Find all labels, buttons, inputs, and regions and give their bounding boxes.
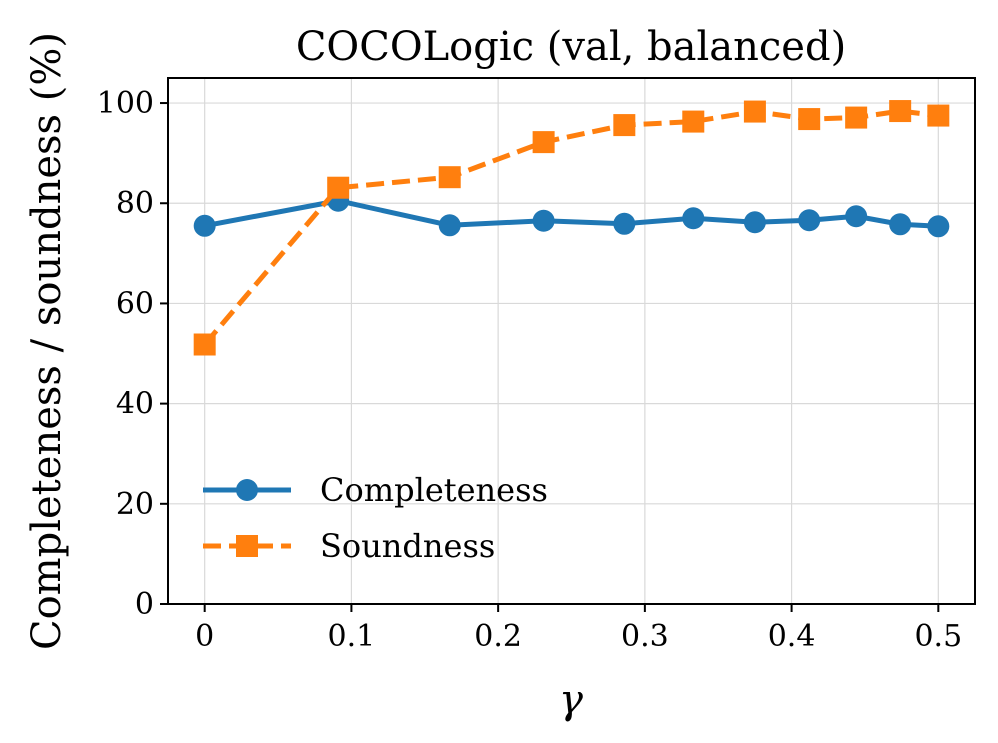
soundness-point [532,131,555,154]
x-tick-label: 0.3 [621,619,669,654]
legend-label-completeness: Completeness [320,471,548,509]
completeness-point [682,207,705,230]
grid [168,78,975,605]
completeness-point [845,205,868,228]
x-axis-label: γ [559,677,583,723]
x-tick-label: 0 [195,619,214,654]
soundness-line [202,108,939,347]
chart-title: COCOLogic (val, balanced) [296,24,846,70]
soundness-point [613,114,636,137]
series-completeness [193,189,950,238]
legend-marker-completeness [236,479,258,501]
legend-marker-soundness [236,535,258,557]
y-tick-label: 0 [135,587,154,622]
legend-label-soundness: Soundness [320,527,495,565]
axis-ticks: 0 0.1 0.2 0.3 0.4 0.5 0 20 40 60 80 100 [97,86,962,654]
soundness-point [798,108,821,131]
completeness-point [613,212,636,235]
completeness-point [927,215,950,238]
y-tick-label: 80 [116,186,154,221]
legend: Completeness Soundness [203,471,548,565]
plot-frame [167,77,976,605]
soundness-point [682,110,705,133]
completeness-point [532,209,555,232]
x-tick-label: 0.4 [768,619,816,654]
soundness-point [927,104,950,127]
x-tick-label: 0.2 [474,619,522,654]
y-tick-label: 60 [116,286,154,321]
y-tick-label: 40 [116,387,154,422]
soundness-point [889,100,912,123]
series-soundness [193,100,950,356]
legend-item-soundness: Soundness [203,527,495,565]
completeness-point [798,209,821,232]
completeness-point [193,214,216,237]
series-layer [193,100,950,356]
completeness-point [743,211,766,234]
legend-item-completeness: Completeness [203,471,548,509]
y-tick-label: 20 [116,487,154,522]
completeness-point [438,214,461,237]
x-tick-label: 0.1 [328,619,376,654]
soundness-point [327,176,350,199]
soundness-point [438,166,461,189]
y-axis-label: Completeness / soundness (%) [24,32,70,650]
completeness-point [889,213,912,236]
x-tick-label: 0.5 [914,619,962,654]
soundness-point [193,333,216,356]
soundness-point [845,106,868,129]
y-tick-label: 100 [97,86,154,121]
soundness-point [743,100,766,123]
